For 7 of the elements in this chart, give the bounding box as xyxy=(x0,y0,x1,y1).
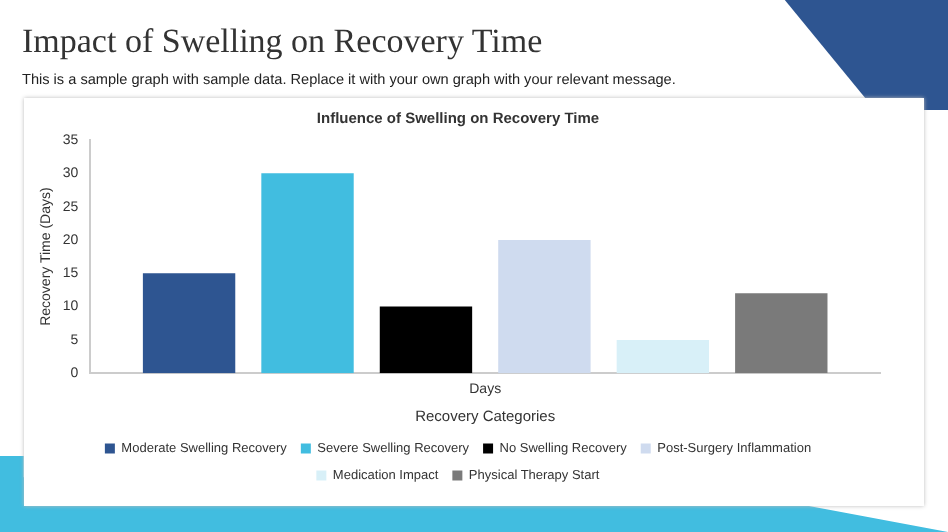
bar xyxy=(261,173,354,374)
bar xyxy=(498,239,591,374)
bar xyxy=(616,339,710,374)
bar xyxy=(735,293,828,374)
text: Impact of Swelling on Recovery Time xyxy=(22,22,543,62)
bar xyxy=(142,273,236,374)
bar xyxy=(379,306,473,374)
